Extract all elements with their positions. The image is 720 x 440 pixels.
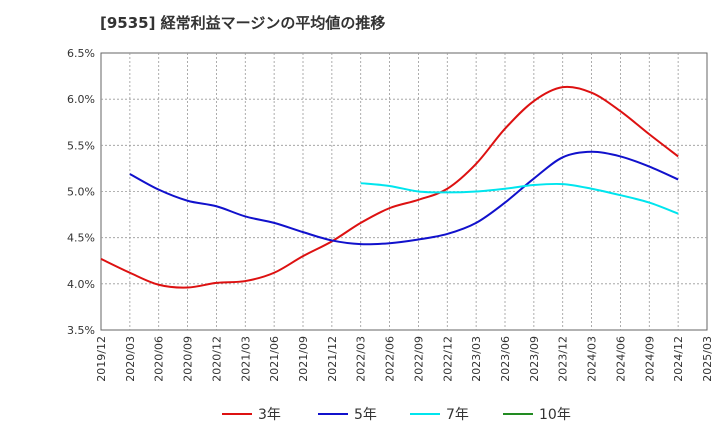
- x-tick-label: 2021/06: [268, 336, 281, 382]
- legend-label: 3年: [258, 407, 281, 423]
- y-tick-label: 3.5%: [67, 324, 95, 337]
- x-axis-ticks: 2019/12 2020/03 2020/06 2020/09 2020/12 2021/…: [95, 336, 714, 382]
- legend-label: 5年: [354, 407, 377, 423]
- y-axis-ticks: 6.5% 6.0% 5.5% 5.0% 4.5% 4.0% 3.5%: [67, 47, 95, 337]
- x-tick-label: 2020/09: [182, 336, 195, 382]
- y-tick-label: 5.5%: [67, 139, 95, 152]
- legend: 3年 5年 7年 10年: [222, 407, 571, 423]
- legend-label: 7年: [446, 407, 469, 423]
- x-tick-label: 2023/03: [470, 336, 483, 382]
- x-tick-label: 2021/03: [239, 336, 252, 382]
- x-tick-label: 2023/12: [557, 336, 570, 382]
- y-tick-label: 6.5%: [67, 47, 95, 60]
- series-line-7年: [360, 182, 679, 215]
- x-tick-label: 2021/09: [297, 336, 310, 382]
- y-tick-label: 6.0%: [67, 93, 95, 106]
- x-tick-label: 2022/12: [441, 336, 454, 382]
- x-tick-label: 2020/06: [153, 336, 166, 382]
- chart-title: [9535] 経常利益マージンの平均値の推移: [100, 14, 386, 32]
- x-tick-label: 2020/12: [210, 336, 223, 382]
- x-tick-label: 2020/03: [124, 336, 137, 382]
- plot-area: [100, 52, 708, 331]
- y-tick-label: 5.0%: [67, 186, 95, 199]
- x-tick-label: 2024/12: [672, 336, 685, 382]
- x-tick-label: 2019/12: [95, 336, 108, 382]
- x-tick-label: 2022/06: [384, 336, 397, 382]
- x-tick-label: 2024/09: [643, 336, 656, 382]
- x-tick-label: 2025/03: [701, 336, 714, 382]
- x-tick-label: 2022/09: [412, 336, 425, 382]
- x-tick-label: 2023/09: [528, 336, 541, 382]
- series-lines: [100, 85, 679, 289]
- x-tick-label: 2024/06: [614, 336, 627, 382]
- x-tick-label: 2022/03: [355, 336, 368, 382]
- x-tick-label: 2023/06: [499, 336, 512, 382]
- series-line-5年: [129, 150, 679, 246]
- series-line-3年: [100, 85, 679, 289]
- x-tick-label: 2024/03: [586, 336, 599, 382]
- y-tick-label: 4.5%: [67, 232, 95, 245]
- x-tick-label: 2021/12: [326, 336, 339, 382]
- y-tick-label: 4.0%: [67, 278, 95, 291]
- legend-label: 10年: [539, 407, 571, 423]
